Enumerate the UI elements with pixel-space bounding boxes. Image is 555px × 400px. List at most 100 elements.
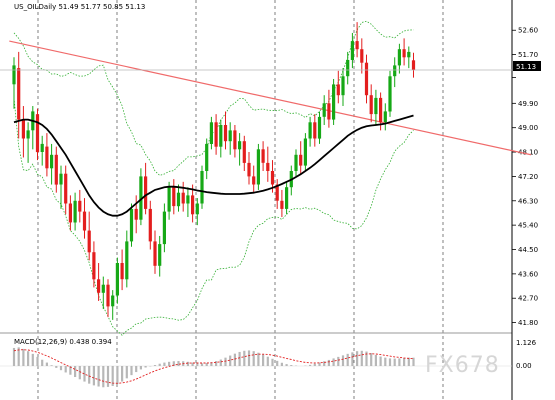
candle <box>341 68 345 107</box>
candle <box>355 22 359 58</box>
candle-body <box>280 200 284 209</box>
candle <box>233 124 237 158</box>
candle-body <box>195 203 199 215</box>
macd-pane <box>0 347 512 388</box>
candle-body <box>21 119 25 139</box>
price-tick-label: 43.60 <box>518 270 538 278</box>
candle <box>139 168 143 226</box>
candle-body <box>388 76 392 112</box>
candle <box>388 70 392 117</box>
candle <box>153 230 157 274</box>
candle <box>219 119 223 158</box>
candle <box>78 189 82 223</box>
candle <box>12 57 16 109</box>
candle-body <box>167 187 171 212</box>
candle-body <box>181 192 185 204</box>
candle-body <box>26 130 30 139</box>
price-tick-label: 49.90 <box>518 100 538 108</box>
bollinger-bands <box>13 20 414 336</box>
candle <box>322 95 326 125</box>
candle <box>26 122 30 163</box>
candle <box>125 230 129 288</box>
candle-body <box>294 154 298 171</box>
candle <box>181 181 185 212</box>
price-tick-label: 48.10 <box>518 149 538 157</box>
candle-body <box>238 141 242 150</box>
current-price-badge <box>513 61 541 71</box>
price-tick-label: 51.70 <box>518 51 538 59</box>
price-tick-label: 47.20 <box>518 173 538 181</box>
candle-body <box>346 60 350 77</box>
candle <box>285 181 289 215</box>
candle <box>40 135 44 166</box>
candle-body <box>355 41 359 50</box>
candle-body <box>64 173 68 204</box>
candle-body <box>411 60 416 70</box>
price-tick-label: 52.60 <box>518 27 538 35</box>
candle-body <box>87 230 91 253</box>
candle <box>332 78 336 125</box>
price-tick-label: 44.50 <box>518 246 538 254</box>
current-price-label: 51.13 <box>516 63 536 71</box>
candle-body <box>379 97 383 123</box>
candle-body <box>200 171 204 204</box>
candle <box>115 257 119 304</box>
trendline <box>9 40 532 156</box>
candle-body <box>129 208 134 242</box>
price-tick-label: 46.30 <box>518 197 538 205</box>
candle <box>120 249 124 291</box>
price-tick-label: 42.70 <box>518 295 538 303</box>
candle <box>97 263 101 301</box>
candle <box>360 38 364 74</box>
candle-body <box>223 125 228 142</box>
candle <box>261 141 265 171</box>
watermark-text: FX678 <box>425 353 500 378</box>
candle <box>411 52 416 78</box>
candle <box>275 179 279 209</box>
candle <box>54 146 58 193</box>
candle-body <box>106 284 110 307</box>
candle <box>252 165 256 193</box>
candle-body <box>205 143 209 171</box>
candle-body <box>374 97 378 115</box>
chart-title: US_OILDaily 51.49 51.77 50.85 51.13 <box>14 3 145 11</box>
candle <box>111 290 115 320</box>
candle-body <box>317 116 322 139</box>
candle-body <box>50 154 54 169</box>
candle-body <box>219 125 223 147</box>
candle <box>172 179 176 215</box>
candle-body <box>332 84 336 120</box>
candle <box>101 276 105 310</box>
candle <box>299 141 303 174</box>
candle <box>327 89 331 128</box>
candle <box>256 143 260 190</box>
candle <box>176 184 181 212</box>
candle <box>191 184 195 223</box>
candle-body <box>341 76 345 96</box>
macd-axis-top: 1.126 <box>516 339 537 347</box>
candle-body <box>397 49 401 66</box>
candle <box>242 135 246 171</box>
candle <box>383 103 387 131</box>
candle-body <box>369 95 373 115</box>
candle-body <box>247 162 251 177</box>
candle-body <box>35 114 40 153</box>
candle <box>21 106 25 158</box>
candle-body <box>228 130 232 142</box>
candle <box>303 133 307 171</box>
candle-body <box>209 122 213 144</box>
candle-body <box>303 138 307 166</box>
candle-body <box>336 84 340 96</box>
candle-body <box>327 103 331 120</box>
candle-body <box>285 187 289 209</box>
candle <box>129 203 134 247</box>
candle <box>92 241 96 288</box>
candle <box>59 165 63 209</box>
candle-body <box>270 171 275 185</box>
macd-signal-line <box>13 349 414 384</box>
candle-body <box>322 103 326 117</box>
candle-body <box>233 130 237 150</box>
candle <box>17 51 21 139</box>
candle-body <box>134 208 138 220</box>
